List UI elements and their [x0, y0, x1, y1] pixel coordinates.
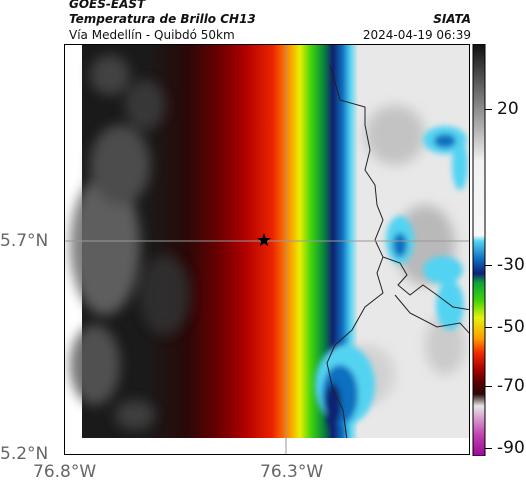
lon-label-2: 76.3°W: [260, 462, 324, 482]
star-icon: [257, 233, 271, 247]
colorbar-label-minus30: -30: [497, 255, 525, 275]
colorbar: [472, 44, 486, 456]
colorbar-tick-minus30: [485, 265, 492, 266]
datetime-label: 2024-04-19 06:39: [362, 28, 471, 42]
western-cloud-texture: [70, 55, 190, 430]
colorbar-tick-20: [485, 109, 492, 110]
lat-label-1: 5.7°N: [0, 231, 49, 251]
lat-label-2: 5.2°N: [0, 444, 49, 464]
lon-label-1: 76.8°W: [33, 462, 97, 482]
chart-title: Temperatura de Brillo CH13: [69, 12, 256, 26]
colorbar-label-20: 20: [497, 99, 519, 119]
colorbar-tick-minus70: [485, 386, 492, 387]
colorbar-label-minus50: -50: [497, 317, 525, 337]
map-canvas: [65, 45, 469, 454]
colorbar-tick-minus90: [485, 448, 492, 449]
coastline-north: [329, 64, 469, 311]
coastline-south: [326, 256, 384, 441]
boundary-line: [394, 294, 469, 334]
satellite-name: GOES-EAST: [69, 0, 146, 11]
colorbar-label-minus70: -70: [497, 376, 525, 396]
colorbar-gradient: [472, 44, 486, 456]
convective-cells: [315, 126, 468, 427]
satellite-map[interactable]: [64, 44, 470, 455]
route-subtitle: Vía Medellín - Quibdó 50km: [69, 28, 235, 42]
colorbar-label-minus90: -90: [497, 438, 525, 458]
organization-label: SIATA: [433, 12, 471, 26]
colorbar-tick-minus50: [485, 327, 492, 328]
